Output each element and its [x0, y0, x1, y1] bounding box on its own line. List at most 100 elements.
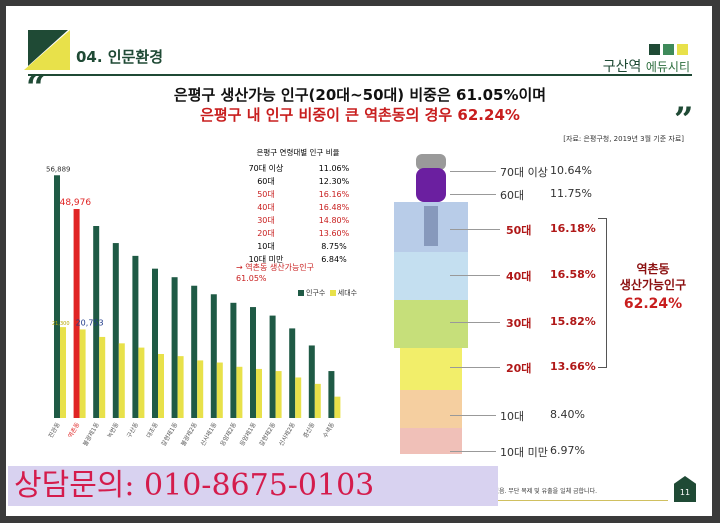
table-caption: 은평구 연령대별 인구 비율: [256, 148, 340, 157]
bar-households: [118, 343, 125, 418]
x-tick-label: 응암제2동: [218, 421, 238, 448]
bar-households: [60, 327, 66, 418]
corner-accent-green: [28, 30, 68, 66]
age-label: 50대: [506, 224, 532, 237]
note-line1: → 역촌동 생산가능인구: [236, 263, 315, 272]
callout-pct: 62.24%: [623, 296, 683, 312]
age-cell: 10대 미만: [248, 255, 284, 264]
table-row: 30대 14.80%: [230, 214, 366, 227]
pct-cell: 14.80%: [318, 216, 350, 225]
person-silhouette: [394, 154, 468, 454]
data-label-first: 56,889: [46, 165, 71, 173]
callout: 역촌동 생산가능인구 62.24%: [606, 261, 700, 312]
age-label: 60대: [500, 189, 525, 202]
bar-households: [295, 377, 302, 418]
close-quote: ”: [674, 100, 694, 140]
bar-households: [236, 366, 243, 418]
legend-swatch-pop: [298, 290, 304, 296]
page-number: 11: [674, 476, 696, 502]
leader-line: [450, 229, 500, 230]
age-cell: 30대: [257, 216, 275, 225]
phone-banner[interactable]: 상담문의: 010-8675-0103: [8, 466, 498, 506]
bar-population: [210, 294, 217, 418]
table-row: 70대 이상 11.06%: [230, 162, 366, 175]
leader-line: [450, 415, 496, 416]
leader-line: [450, 194, 496, 195]
bar-households: [79, 329, 86, 418]
bar-population: [308, 345, 315, 418]
age-pct: 13.66%: [550, 360, 596, 373]
bar-population: [230, 302, 237, 418]
hair: [416, 154, 446, 170]
source-note: [자료: 은평구청, 2019년 3월 기준 자료]: [563, 135, 684, 143]
open-quote: “: [26, 68, 46, 108]
x-tick-label: 갈현제2동: [257, 421, 277, 448]
x-tick-label: 녹번동: [105, 421, 120, 440]
bar-households: [334, 396, 341, 418]
pct-cell: 6.84%: [321, 255, 347, 264]
slide: 04. 인문환경 구산역 에듀시티 “ ” 은평구 생산가능 인구(20대~50…: [6, 6, 712, 516]
bar-households: [275, 371, 282, 418]
age-pct: 16.58%: [550, 268, 596, 281]
brand-square-2: [663, 44, 674, 55]
age-label: 10대 미만: [500, 446, 548, 459]
bar-population: [191, 285, 198, 418]
leader-line: [450, 367, 500, 368]
age-ratio-table: 은평구 연령대별 인구 비율 70대 이상 11.06% 60대 12.30% 50대 1…: [230, 146, 366, 266]
x-tick-label: 역촌동: [66, 421, 81, 440]
age-pct: 16.18%: [550, 222, 596, 235]
bar-population: [112, 243, 119, 418]
x-tick-label: 증산동: [301, 421, 316, 440]
bar-population: [132, 255, 139, 418]
brand-sub: 에듀시티: [645, 60, 690, 74]
legend-house: 세대수: [337, 289, 358, 297]
bar-households: [216, 362, 223, 418]
bar-households: [138, 347, 145, 418]
age-cell: 10대: [257, 242, 275, 251]
population-bar-chart: 진관동 역촌동 불광제1동 녹번동 구산동 대조동 갈현제1동 불광제2동 신사제1동 응암제2동…: [46, 165, 341, 448]
pct-cell: 11.06%: [318, 164, 350, 173]
band-30s: [394, 300, 468, 348]
headline-2: 은평구 내 인구 비중이 큰 역촌동의 경우 62.24%: [200, 106, 520, 124]
bar-population: [328, 371, 335, 418]
x-tick-label: 대조동: [145, 421, 160, 440]
band-50s: [394, 202, 468, 252]
chart-legend: 인구수 세대수: [298, 288, 357, 298]
x-tick-label: 신사제1동: [199, 421, 219, 448]
brand-name: 구산역: [602, 59, 642, 75]
age-pct: 10.64%: [550, 164, 592, 177]
table-row: 10대 미만 6.84%: [230, 253, 366, 266]
legend-pop: 인구수: [306, 289, 326, 297]
data-label-highlight: 48,976: [60, 198, 92, 208]
legend-swatch-house: [329, 290, 336, 296]
tie: [424, 206, 438, 246]
x-tick-label: 불광제1동: [81, 421, 101, 448]
bar-population: [269, 315, 276, 418]
age-pct: 6.97%: [550, 444, 585, 457]
headline-1: 은평구 생산가능 인구(20대~50대) 비중은 61.05%이며: [173, 86, 547, 104]
callout-bracket: [598, 218, 607, 368]
title-rule: [28, 74, 692, 76]
leader-line: [450, 322, 500, 323]
bar-population: [250, 307, 256, 418]
bar-population: [289, 328, 296, 418]
leader-line: [450, 171, 496, 172]
brand-logo: 구산역 에듀시티: [603, 56, 690, 76]
data-label-highlight-households: 20,753: [76, 318, 104, 327]
age-pct: 8.40%: [550, 408, 585, 421]
pct-cell: 8.75%: [321, 242, 347, 251]
table-row: 20대 13.60%: [230, 227, 366, 240]
table-row: 10대 8.75%: [230, 240, 366, 253]
callout-line2: 생산가능인구: [619, 278, 687, 292]
x-tick-label: 응암제1동: [238, 421, 258, 448]
age-pct: 11.75%: [550, 187, 592, 200]
bar-households: [314, 383, 321, 418]
brand-square-1: [649, 44, 660, 55]
table-row: 40대 16.48%: [230, 201, 366, 214]
age-cell: 50대: [257, 190, 275, 199]
yeokchon-note: → 역촌동 생산가능인구 61.05%: [236, 262, 314, 284]
band-10s: [400, 390, 462, 428]
bar-households: [197, 360, 204, 418]
age-cell: 40대: [257, 203, 275, 212]
leader-line: [450, 451, 496, 452]
